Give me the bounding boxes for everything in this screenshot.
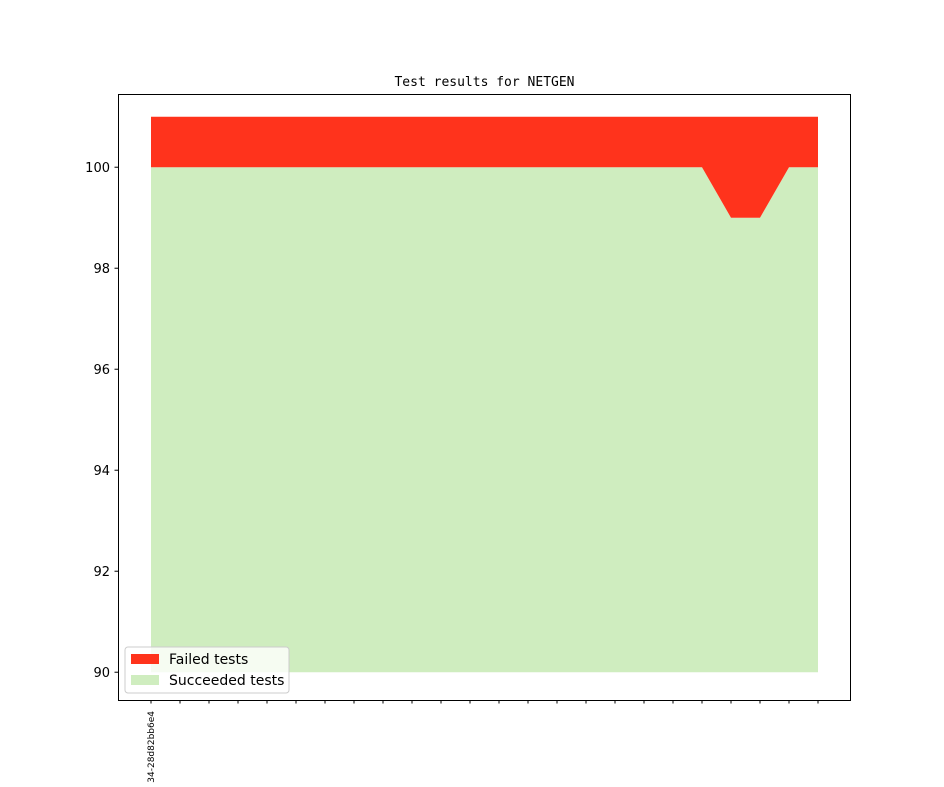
legend-label-succeeded: Succeeded tests (169, 673, 284, 689)
x-tick-label: 34-28d82bb6e4 (147, 711, 157, 783)
series-area-succeeded (151, 167, 818, 673)
y-tick-label: 96 (93, 363, 110, 378)
plot-area: 90 92 94 96 98 100 34-28d82bb6e4 (85, 94, 851, 783)
y-axis: 90 92 94 96 98 100 (85, 161, 118, 681)
series-area-failed (151, 116, 818, 218)
y-tick-label: 98 (93, 262, 110, 277)
legend-swatch-succeeded (131, 675, 159, 685)
chart-title: Test results for NETGEN (394, 75, 574, 90)
series-layer (151, 116, 818, 673)
y-tick-label: 94 (93, 464, 110, 479)
y-tick-label: 92 (93, 565, 110, 580)
legend-swatch-failed (131, 654, 159, 664)
x-axis: 34-28d82bb6e4 (147, 700, 819, 783)
axes-frame (118, 94, 851, 701)
legend-label-failed: Failed tests (169, 652, 248, 668)
legend: Failed tests Succeeded tests (124, 646, 290, 694)
y-tick-label: 100 (85, 161, 110, 176)
y-tick-label: 90 (93, 666, 110, 681)
legend-frame (124, 646, 290, 694)
